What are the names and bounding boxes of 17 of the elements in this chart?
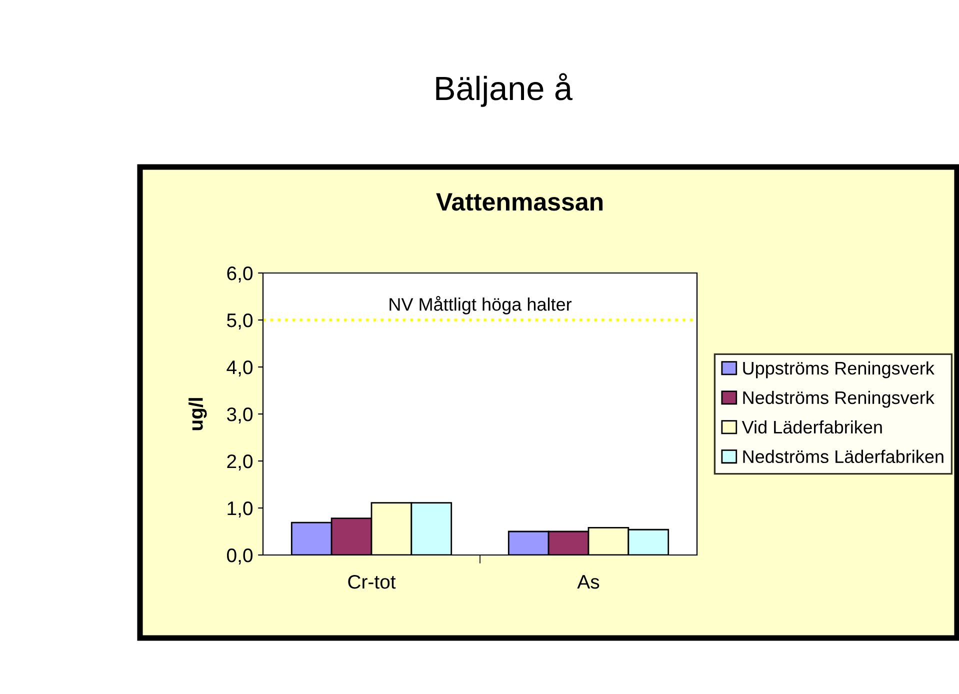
y-tick-label: 1,0 [228, 501, 253, 518]
legend-label: Nedströms Reningsverk [743, 390, 934, 408]
chart-title: Bäljane å [436, 73, 572, 107]
y-tick-label: 0,0 [227, 548, 253, 565]
ref-line-label: NV Måttligt höga halter [390, 296, 572, 314]
y-axis-title: ug/l [188, 398, 207, 430]
chart-subtitle: Vattenmassan [436, 193, 603, 211]
legend-label: Uppströms Reningsverk [743, 361, 934, 378]
x-tick-label: Cr-tot [348, 574, 396, 589]
legend-label: Vid Läderfabriken [742, 420, 882, 434]
legend-label: Nedströms Läderfabriken [743, 450, 944, 464]
y-tick-label: 5,0 [227, 313, 253, 330]
y-tick-label: 3,0 [226, 407, 253, 424]
y-tick-label: 6,0 [227, 266, 253, 283]
y-tick-label: 4,0 [226, 360, 253, 377]
y-tick-label: 2,0 [227, 454, 253, 471]
x-tick-label: As [577, 575, 600, 589]
